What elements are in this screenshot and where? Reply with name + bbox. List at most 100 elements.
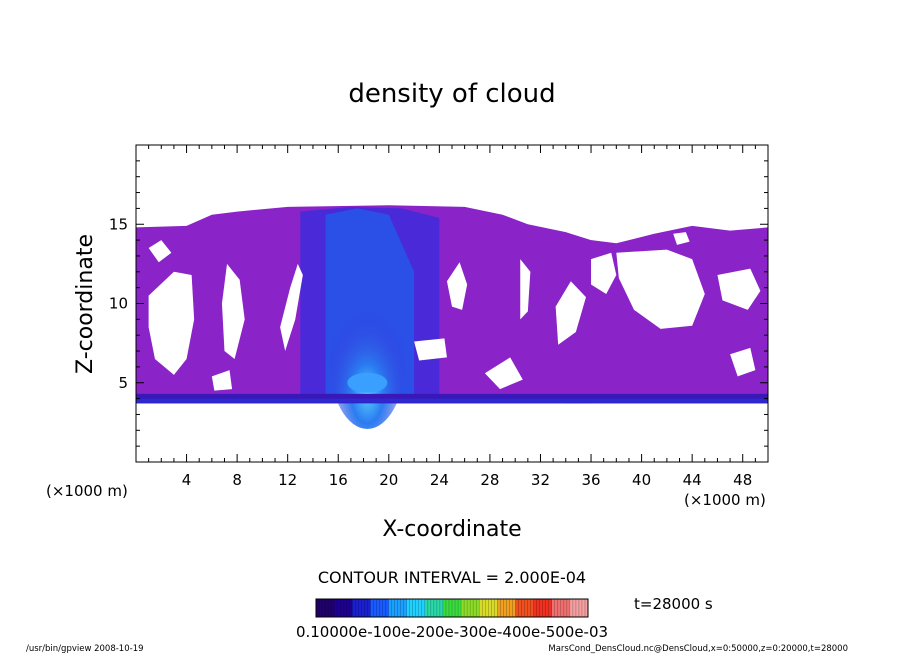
colorbar-swatch [328,599,332,617]
clear-gap [616,249,705,329]
colorbar-swatch [358,599,362,617]
colorbar-swatch [406,599,411,617]
clear-gap [221,263,245,359]
colorbar-swatch [455,599,459,617]
colorbar-swatch [497,599,501,617]
colorbar-swatch [427,599,432,617]
colorbar-swatch [563,599,568,617]
colorbar-swatch [442,599,447,617]
colorbar-swatch [349,599,353,617]
colorbar-swatch [545,599,550,617]
cloud-bright-core [329,288,406,429]
colorbar-swatch [458,599,462,617]
colorbar-frame [315,598,589,618]
x-tick-label: 32 [531,471,550,489]
colorbar-swatch [433,599,438,617]
colorbar-swatch [551,599,556,617]
colorbar-swatch [400,599,405,617]
colorbar-swatch [509,599,513,617]
clear-gap [673,232,690,245]
colorbar-swatch [557,599,562,617]
colorbar-swatch [536,599,541,617]
colorbar-swatch [364,599,368,617]
chart-title: density of cloud [348,79,555,109]
colorbar-swatch [403,599,408,617]
clear-gap [591,252,617,294]
colorbar-swatch [448,599,453,617]
colorbar-swatch [361,599,365,617]
colorbar-swatch [566,599,571,617]
colorbar-swatch [331,599,335,617]
colorbar-swatch [325,599,329,617]
colorbar-swatch [421,599,426,617]
colorbar-swatch [322,599,326,617]
colorbar-swatch [524,599,529,617]
x-tick-label: 12 [278,471,297,489]
colorbar-swatch [581,599,586,617]
x-tick-label: 20 [379,471,398,489]
colorbar-swatch [346,599,350,617]
colorbar-swatch [385,599,390,617]
colorbar-swatch [485,599,489,617]
colorbar-swatch [515,599,519,617]
colorbar-swatch [355,599,359,617]
colorbar-swatch [575,599,580,617]
colorbar-swatch [560,599,565,617]
colorbar-swatch [533,599,538,617]
colorbar-swatch [397,599,402,617]
colorbar-swatch [445,599,450,617]
colorbar-swatch [527,599,532,617]
colorbar-swatch [488,599,492,617]
clear-gap [148,271,195,375]
y-tick-label: 10 [109,295,128,313]
x-tick-label: 28 [480,471,499,489]
colorbar-swatch [452,599,456,617]
colorbar-swatch [334,599,338,617]
colorbar-swatch [554,599,559,617]
colorbar-swatch [578,599,583,617]
x-tick-label: 36 [581,471,600,489]
clear-gap [520,259,531,320]
clear-gap [555,281,586,345]
colorbar-swatch [542,599,547,617]
colorbar-swatch [418,599,423,617]
y-axis: 5 10 15 [109,160,768,447]
colorbar-swatch [436,599,441,617]
footer-program: /usr/bin/gpview 2008-10-19 [26,644,144,654]
colorbar-swatch [506,599,510,617]
colorbar-swatch [461,599,465,617]
cloud-base-line [136,398,768,403]
colorbar-swatch [382,599,387,617]
clear-gap [280,263,303,352]
colorbar-swatch [476,599,480,617]
colorbar-swatch [388,599,393,617]
colorbar-swatch [482,599,486,617]
colorbar-swatch [518,599,523,617]
colorbar-swatch [473,599,477,617]
colorbar-swatch [470,599,474,617]
footer-source: MarsCond_DensCloud.nc@DensCloud,x=0:5000… [548,644,848,654]
clear-gap [148,240,172,263]
colorbar-swatch [343,599,347,617]
x-tick-label: 24 [430,471,449,489]
colorbar-swatch [503,599,507,617]
colorbar-swatch [337,599,341,617]
colorbar-swatch [439,599,444,617]
x-tick-label: 48 [733,471,752,489]
contour-interval-label: CONTOUR INTERVAL = 2.000E-04 [318,568,586,587]
colorbar-swatch [548,599,553,617]
cloud-core-hotspot [347,372,388,393]
colorbar-swatch [430,599,435,617]
time-label: t=28000 s [634,595,713,613]
colorbar-swatch [512,599,516,617]
clear-gap [414,338,447,361]
x-axis: 4 8 12 16 20 24 28 32 36 40 44 48 [148,145,756,489]
clear-gap [717,268,761,310]
colorbar-swatch [491,599,495,617]
clear-gap [446,262,468,310]
colorbar-swatch [424,599,429,617]
colorbar-swatch [340,599,344,617]
colorbar-swatch [530,599,535,617]
x-unit-label: (×1000 m) [684,491,766,509]
